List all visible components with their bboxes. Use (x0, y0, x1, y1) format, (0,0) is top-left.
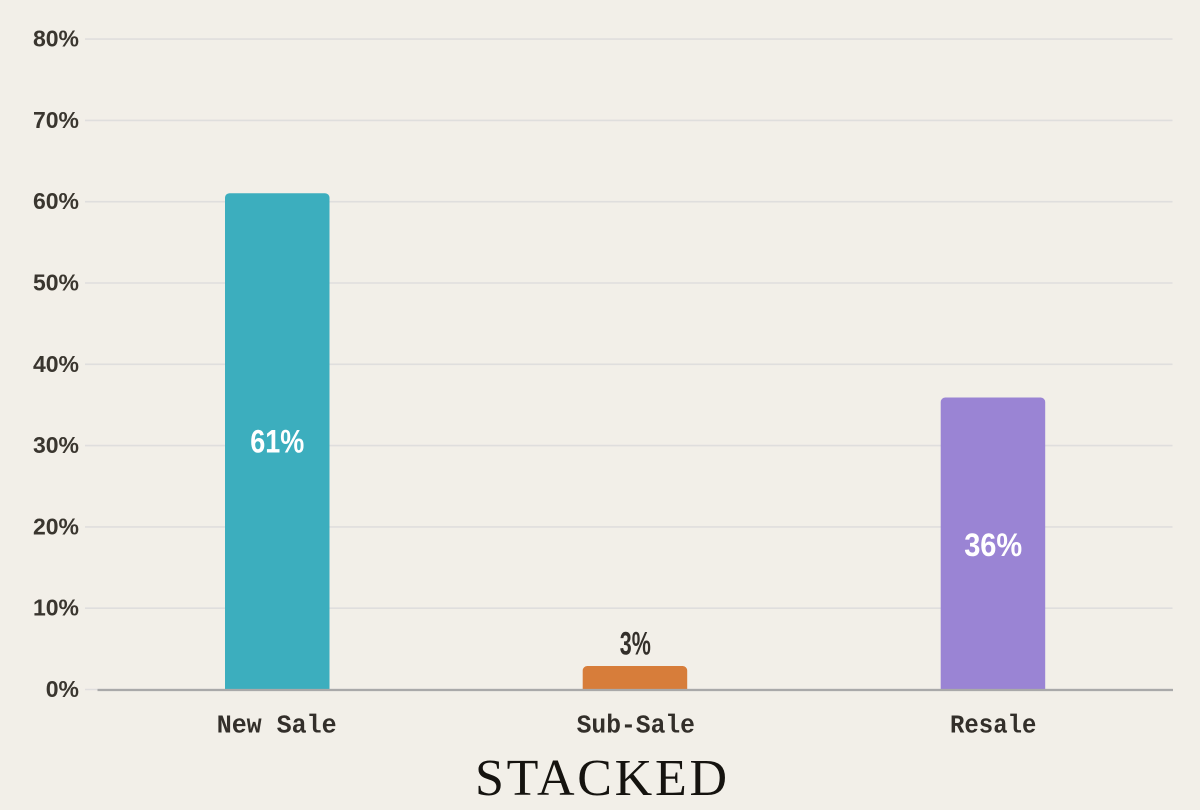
svg-text:New Sale: New Sale (217, 712, 337, 741)
svg-text:40%: 40% (33, 351, 79, 377)
svg-text:50%: 50% (33, 270, 79, 296)
svg-text:30%: 30% (33, 432, 79, 458)
svg-text:Resale: Resale (950, 712, 1036, 741)
svg-text:STACKED: STACKED (475, 750, 727, 807)
svg-text:60%: 60% (33, 188, 79, 214)
svg-text:80%: 80% (33, 26, 79, 52)
svg-text:36%: 36% (964, 527, 1022, 563)
svg-text:0%: 0% (46, 676, 79, 702)
svg-text:10%: 10% (33, 595, 79, 621)
svg-text:20%: 20% (33, 513, 79, 539)
svg-text:70%: 70% (33, 107, 79, 133)
svg-text:61%: 61% (250, 424, 304, 460)
svg-text:Sub-Sale: Sub-Sale (577, 712, 695, 741)
svg-text:3%: 3% (620, 625, 651, 661)
